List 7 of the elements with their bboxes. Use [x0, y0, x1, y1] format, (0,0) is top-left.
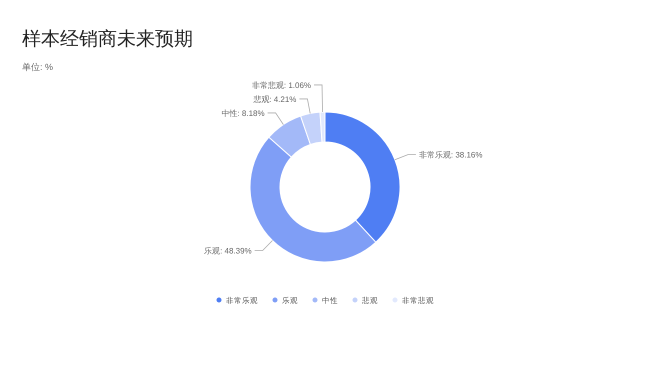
- chart-title: 样本经销商未来预期: [22, 28, 193, 50]
- data-label: 悲观: 4.21%: [252, 94, 296, 104]
- data-label: 乐观: 48.39%: [204, 246, 252, 256]
- data-label: 中性: 8.18%: [221, 108, 265, 118]
- text: 单位: %: [22, 62, 54, 72]
- data-label: 非常乐观: 38.16%: [418, 150, 482, 160]
- data-label: 非常悲观: 1.06%: [252, 80, 312, 90]
